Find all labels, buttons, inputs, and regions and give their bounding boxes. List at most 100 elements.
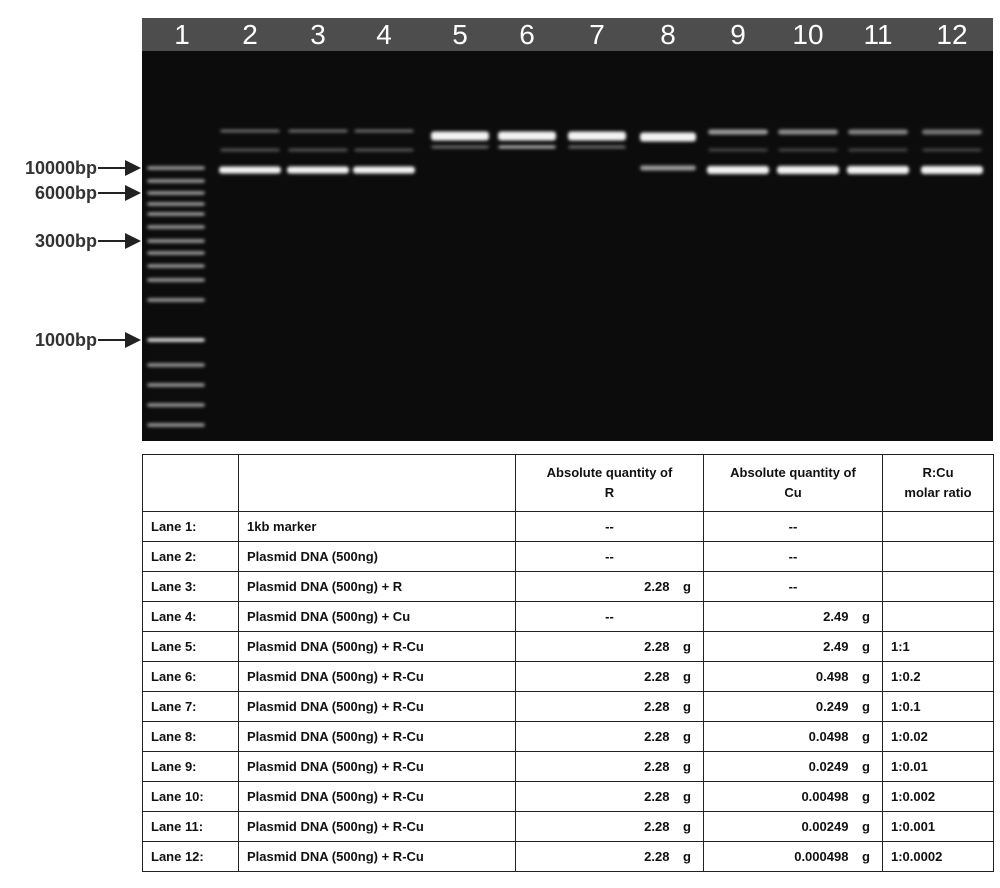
r-cell: 2.28 g (515, 751, 704, 782)
lane-number: 2 (242, 19, 258, 50)
band (847, 166, 909, 174)
cu-cell: 0.00498 g (703, 781, 883, 812)
band (147, 179, 205, 183)
band (288, 148, 348, 152)
band (147, 166, 205, 170)
band (708, 148, 768, 152)
header-cell: Absolute quantity of R (515, 454, 704, 512)
cu-cell: 0.000498 g (703, 841, 883, 872)
lane-number: 8 (660, 19, 676, 50)
table-row: Lane 11: Plasmid DNA (500ng) + R-Cu 2.28 g… (142, 811, 994, 842)
band (353, 166, 415, 174)
ratio-cell: 1:0.01 (882, 751, 994, 782)
ratio-cell: 1:1 (882, 631, 994, 662)
band (147, 239, 205, 243)
ratio-cell: 1:0.002 (882, 781, 994, 812)
band (848, 129, 908, 135)
ratio-cell (882, 571, 994, 602)
sample-cell: Plasmid DNA (500ng) (238, 541, 516, 572)
table-row: Lane 1: 1kb marker -- -- (142, 511, 994, 542)
r-cell: -- (515, 541, 704, 572)
lane-number: 6 (519, 19, 535, 50)
cu-cell: 2.49 g (703, 631, 883, 662)
r-cell: -- (515, 511, 704, 542)
band (921, 166, 983, 174)
band (147, 212, 205, 216)
cu-cell: 0.0249 g (703, 751, 883, 782)
band (147, 191, 205, 195)
lane-number: 3 (310, 19, 326, 50)
ratio-cell: 1:0.0002 (882, 841, 994, 872)
lane-cell: Lane 9: (142, 751, 239, 782)
marker-label: 1000bp (35, 330, 97, 350)
header-cell: R:Cu molar ratio (882, 454, 994, 512)
r-cell: 2.28 g (515, 841, 704, 872)
ratio-cell: 1:0.001 (882, 811, 994, 842)
band (354, 148, 414, 152)
lane-number: 11 (863, 19, 892, 50)
band (777, 166, 839, 174)
band (220, 129, 280, 133)
lane-cell: Lane 8: (142, 721, 239, 752)
band (147, 225, 205, 229)
marker-label: 6000bp (35, 183, 97, 203)
lane-cell: Lane 6: (142, 661, 239, 692)
band (147, 363, 205, 367)
r-cell: 2.28 g (515, 781, 704, 812)
sample-cell: Plasmid DNA (500ng) + R-Cu (238, 661, 516, 692)
band (431, 131, 489, 141)
cu-cell: -- (703, 571, 883, 602)
lane-cell: Lane 12: (142, 841, 239, 872)
cu-cell: 0.249 g (703, 691, 883, 722)
lane-cell: Lane 7: (142, 691, 239, 722)
lane-cell: Lane 2: (142, 541, 239, 572)
lane-cell: Lane 11: (142, 811, 239, 842)
band (354, 129, 414, 133)
band (498, 145, 556, 149)
sample-cell: Plasmid DNA (500ng) + R-Cu (238, 631, 516, 662)
ratio-cell: 1:0.2 (882, 661, 994, 692)
gel (142, 51, 993, 441)
table-row: Lane 12: Plasmid DNA (500ng) + R-Cu 2.28 g… (142, 841, 994, 872)
lane-cell: Lane 3: (142, 571, 239, 602)
marker-label: 3000bp (35, 231, 97, 251)
band (778, 129, 838, 135)
band (707, 166, 769, 174)
lane-cell: Lane 1: (142, 511, 239, 542)
header-text: Absolute quantity of (546, 465, 673, 480)
band (848, 148, 908, 152)
sample-cell: Plasmid DNA (500ng) + R-Cu (238, 691, 516, 722)
ratio-cell: 1:0.1 (882, 691, 994, 722)
header-text: Absolute quantity of (730, 465, 856, 480)
band (287, 166, 349, 174)
ratio-cell: 1:0.02 (882, 721, 994, 752)
ratio-cell (882, 511, 994, 542)
header-text: R:Cu (922, 465, 954, 480)
sample-cell: Plasmid DNA (500ng) + R (238, 571, 516, 602)
cu-cell: 2.49 g (703, 601, 883, 632)
header-cell (142, 454, 239, 512)
band (568, 145, 626, 149)
band (708, 129, 768, 135)
sample-cell: Plasmid DNA (500ng) + R-Cu (238, 751, 516, 782)
header-text: molar ratio (904, 485, 972, 500)
lane-number: 4 (376, 19, 392, 50)
lane-number: 12 (936, 19, 967, 50)
sample-cell: 1kb marker (238, 511, 516, 542)
cu-cell: 0.00249 g (703, 811, 883, 842)
lane-header-bar (142, 18, 993, 51)
band (147, 298, 205, 302)
cu-cell: 0.498 g (703, 661, 883, 692)
band (147, 403, 205, 407)
band (219, 166, 281, 174)
band (147, 278, 205, 282)
header-text: Cu (784, 485, 802, 500)
marker-label: 10000bp (25, 158, 97, 178)
table-body: Absolute quantity of R Absolute quantity o… (142, 454, 994, 872)
